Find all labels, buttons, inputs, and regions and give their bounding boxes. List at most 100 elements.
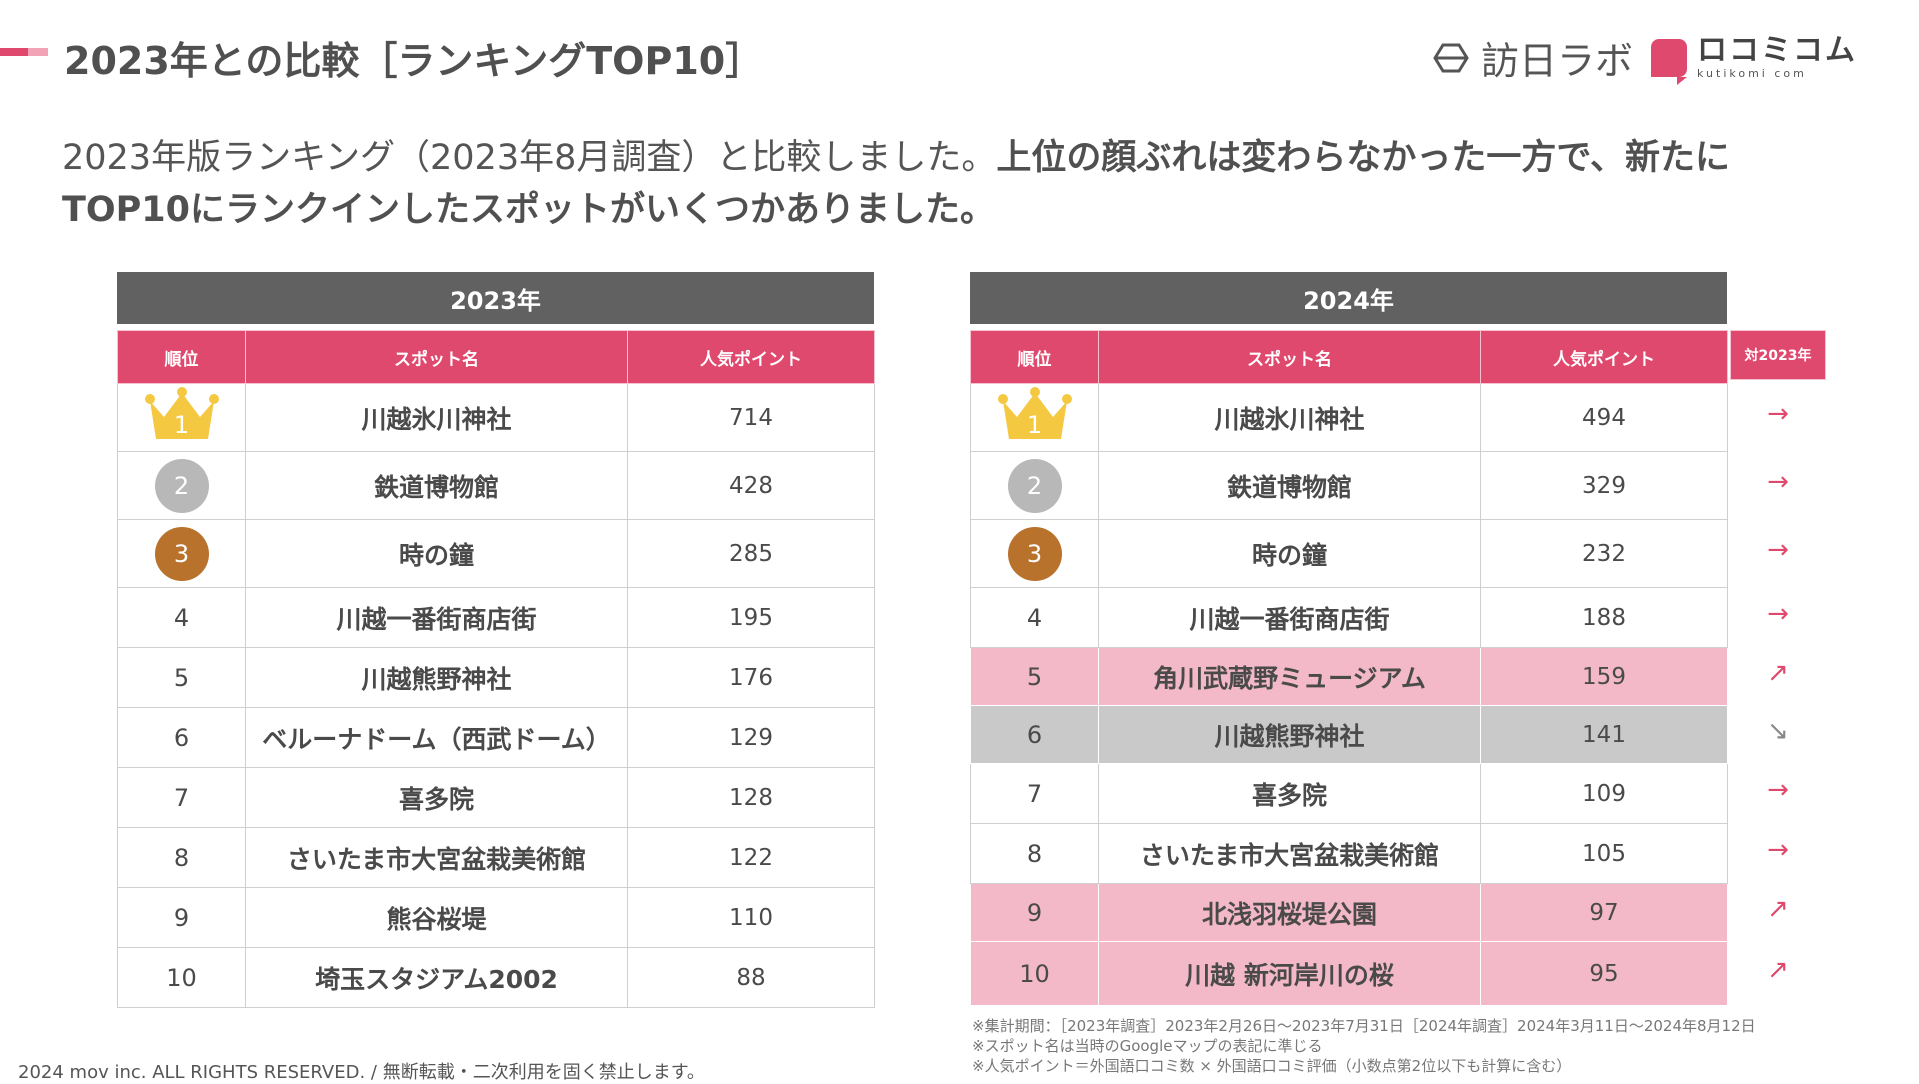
rank-cell: 2 <box>970 451 1099 520</box>
points-cell: 97 <box>1480 883 1728 942</box>
table-row: 1 川越氷川神社 494 <box>970 383 1728 452</box>
rank-cell: 9 <box>970 883 1099 942</box>
points-cell: 141 <box>1480 705 1728 764</box>
silver-medal-icon: 2 <box>1007 458 1062 513</box>
col-header-points: 人気ポイント <box>627 330 875 384</box>
ranking-table-2024: 順位 スポット名 人気ポイント 1 川越氷川神社 494 2 鉄道博物館 329 3 時の鐘 2… <box>970 330 1728 1006</box>
spot-name-cell: ベルーナドーム（西武ドーム） <box>245 707 628 768</box>
points-cell: 285 <box>627 519 875 588</box>
title-accent-bar <box>0 48 48 56</box>
spot-name-cell: さいたま市大宮盆栽美術館 <box>1098 823 1481 884</box>
spot-name-cell: 北浅羽桜堤公園 <box>1098 883 1481 942</box>
table-2024-year-header: 2024年 <box>970 272 1727 324</box>
kutikomi-logo-subtext: kutikomi com <box>1697 67 1807 80</box>
col-header-spot: スポット名 <box>1098 330 1481 384</box>
footnotes: ※集計期間：［2023年調査］2023年2月26日〜2023年7月31日［202… <box>972 1016 1756 1076</box>
footnote-points-formula: ※人気ポイント＝外国語口コミ数 × 外国語口コミ評価（小数点第2位以下も計算に含… <box>972 1057 1572 1075</box>
kutikomi-logo: ロコミコム kutikomi com <box>1651 33 1857 85</box>
col-header-rank: 順位 <box>970 330 1099 384</box>
lead-text: 2023年版ランキング（2023年8月調査）と比較しました。上位の顔ぶれは変わら… <box>62 132 1862 236</box>
rank-cell: 5 <box>970 647 1099 706</box>
trend-same-arrow-icon: → <box>1767 535 1789 565</box>
spot-name-cell: 川越熊野神社 <box>1098 705 1481 764</box>
houjin-mark-icon <box>1433 43 1469 72</box>
points-cell: 176 <box>627 647 875 708</box>
points-cell: 714 <box>627 383 875 452</box>
table-row: 6 川越熊野神社 141 <box>970 705 1728 764</box>
table-row: 5 川越熊野神社 176 <box>117 647 875 708</box>
points-cell: 122 <box>627 827 875 888</box>
rank-cell: 7 <box>117 767 246 828</box>
lead-bold-line2: TOP10にランクインしたスポットがいくつかありました。 <box>62 190 995 230</box>
table-2023-year-header: 2023年 <box>117 272 874 324</box>
rank-number: 1 <box>1026 410 1043 439</box>
spot-name-cell: 喜多院 <box>245 767 628 828</box>
rank-number: 1 <box>173 410 190 439</box>
table-row: 9 北浅羽桜堤公園 97 <box>970 883 1728 942</box>
rank-cell: 7 <box>970 763 1099 824</box>
table-row: 3 時の鐘 285 <box>117 519 875 588</box>
spot-name-cell: 川越 新河岸川の桜 <box>1098 941 1481 1006</box>
spot-name-cell: 熊谷桜堤 <box>245 887 628 948</box>
rank-cell: 9 <box>117 887 246 948</box>
bronze-medal-icon: 3 <box>1007 526 1062 581</box>
points-cell: 494 <box>1480 383 1728 452</box>
points-cell: 329 <box>1480 451 1728 520</box>
rank-cell: 4 <box>117 587 246 648</box>
table-row: 7 喜多院 128 <box>117 767 875 828</box>
table-row: 5 角川武蔵野ミュージアム 159 <box>970 647 1728 706</box>
col-header-spot: スポット名 <box>245 330 628 384</box>
points-cell: 195 <box>627 587 875 648</box>
rank-cell: 6 <box>117 707 246 768</box>
spot-name-cell: 喜多院 <box>1098 763 1481 824</box>
gold-crown-icon: 1 <box>142 386 222 443</box>
spot-name-cell: 時の鐘 <box>245 519 628 588</box>
trend-up-arrow-icon: ↗ <box>1767 658 1789 688</box>
rank-cell: 2 <box>117 451 246 520</box>
rank-cell: 3 <box>117 519 246 588</box>
trend-same-arrow-icon: → <box>1767 467 1789 497</box>
copyright-text: 2024 mov inc. ALL RIGHTS RESERVED. / 無断転… <box>18 1062 705 1083</box>
points-cell: 88 <box>627 947 875 1008</box>
points-cell: 110 <box>627 887 875 948</box>
col-header-vs-2023: 対2023年 <box>1730 330 1826 380</box>
points-cell: 105 <box>1480 823 1728 884</box>
points-cell: 188 <box>1480 587 1728 648</box>
rank-cell: 6 <box>970 705 1099 764</box>
bronze-medal-icon: 3 <box>154 526 209 581</box>
ranking-table-2023: 順位 スポット名 人気ポイント 1 川越氷川神社 714 2 鉄道博物館 428 3 時の鐘 2… <box>117 330 875 1008</box>
kutikomi-mark-icon <box>1651 38 1687 85</box>
table-row: 6 ベルーナドーム（西武ドーム） 129 <box>117 707 875 768</box>
points-cell: 109 <box>1480 763 1728 824</box>
slide-title: 2023年との比較［ランキングTOP10］ <box>64 39 764 83</box>
table-row: 8 さいたま市大宮盆栽美術館 122 <box>117 827 875 888</box>
kutikomi-logo-text: ロコミコム <box>1697 33 1857 68</box>
table-row: 3 時の鐘 232 <box>970 519 1728 588</box>
rank-cell: 1 <box>117 383 246 452</box>
col-header-rank: 順位 <box>117 330 246 384</box>
trend-same-arrow-icon: → <box>1767 599 1789 629</box>
points-cell: 232 <box>1480 519 1728 588</box>
rank-cell: 10 <box>970 941 1099 1006</box>
table-row: 10 川越 新河岸川の桜 95 <box>970 941 1728 1006</box>
points-cell: 128 <box>627 767 875 828</box>
rank-cell: 1 <box>970 383 1099 452</box>
trend-up-arrow-icon: ↗ <box>1767 894 1789 924</box>
points-cell: 159 <box>1480 647 1728 706</box>
table-row: 7 喜多院 109 <box>970 763 1728 824</box>
spot-name-cell: 時の鐘 <box>1098 519 1481 588</box>
footnote-period: ※集計期間：［2023年調査］2023年2月26日〜2023年7月31日［202… <box>972 1017 1756 1035</box>
table-row: 1 川越氷川神社 714 <box>117 383 875 452</box>
spot-name-cell: 川越氷川神社 <box>245 383 628 452</box>
rank-cell: 8 <box>117 827 246 888</box>
rank-cell: 4 <box>970 587 1099 648</box>
spot-name-cell: 鉄道博物館 <box>1098 451 1481 520</box>
points-cell: 95 <box>1480 941 1728 1006</box>
rank-cell: 10 <box>117 947 246 1008</box>
spot-name-cell: 川越氷川神社 <box>1098 383 1481 452</box>
lead-bold-line1: 上位の顔ぶれは変わらなかった一方で、新たに <box>996 138 1730 178</box>
table-row: 2 鉄道博物館 329 <box>970 451 1728 520</box>
spot-name-cell: 鉄道博物館 <box>245 451 628 520</box>
spot-name-cell: 角川武蔵野ミュージアム <box>1098 647 1481 706</box>
spot-name-cell: 埼玉スタジアム2002 <box>245 947 628 1008</box>
